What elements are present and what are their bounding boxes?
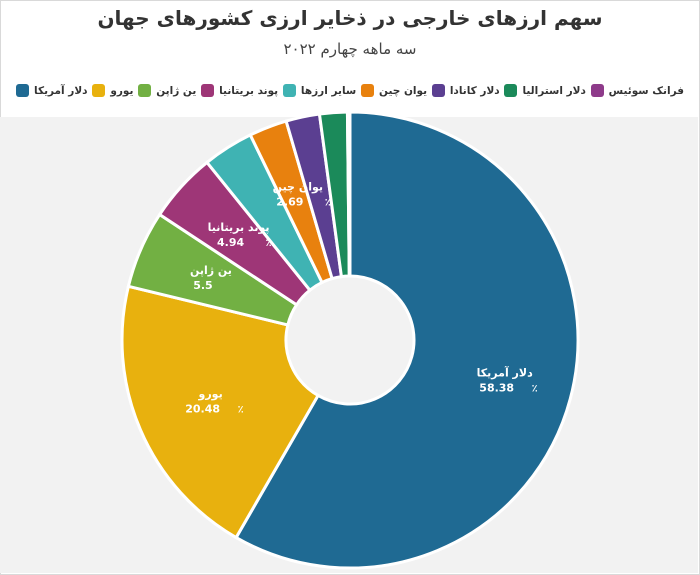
data-label-percent-sign: ٪ bbox=[325, 197, 331, 208]
legend-swatch bbox=[590, 84, 604, 97]
legend-swatch bbox=[361, 84, 374, 97]
legend-item[interactable]: دلار کانادا bbox=[431, 84, 500, 97]
slice[interactable] bbox=[234, 110, 580, 570]
legend-swatch bbox=[431, 84, 445, 97]
legend-swatch bbox=[282, 84, 296, 97]
legend-item[interactable]: یورو bbox=[92, 84, 133, 97]
legend-label: پوند بریتانیا bbox=[219, 84, 279, 97]
legend-item[interactable]: ین ژاپن bbox=[138, 84, 196, 97]
legend-label: یوان چین bbox=[379, 84, 428, 97]
data-label-name: پوند بریتانیا bbox=[208, 221, 270, 234]
data-label-name: دلار آمریکا bbox=[477, 365, 533, 379]
slices-group bbox=[120, 110, 580, 570]
legend-item[interactable]: سایر ارزها bbox=[282, 84, 357, 97]
data-label-percent-sign: ٪ bbox=[238, 404, 244, 415]
data-labels-group: دلار آمریکا 58.38 ٪ یورو 20.48 ٪ ین ژاپن 5.5 پون… bbox=[185, 180, 538, 415]
legend-label: یورو bbox=[110, 84, 134, 97]
chart-legend: دلار آمریکا یورو ین ژاپن پوند بریتانیا سایر … bbox=[16, 84, 684, 97]
legend-label: دلار استرالیا bbox=[522, 84, 586, 97]
chart-subtitle: سه ماهه چهارم ۲۰۲۲ bbox=[283, 40, 417, 58]
legend-item[interactable]: فرانک سوئیس bbox=[590, 84, 684, 97]
legend-swatch bbox=[504, 84, 518, 97]
legend-swatch bbox=[92, 84, 106, 97]
legend-label: سایر ارزها bbox=[300, 84, 357, 97]
data-label-name: ین ژاپن bbox=[190, 264, 232, 277]
data-label-value: 58.38 bbox=[479, 381, 514, 394]
legend-label: دلار کانادا bbox=[449, 84, 500, 97]
slice[interactable] bbox=[345, 110, 352, 278]
slice[interactable] bbox=[120, 284, 321, 540]
legend-swatch bbox=[138, 84, 152, 97]
legend-swatch bbox=[16, 84, 30, 97]
legend-label: ین ژاپن bbox=[156, 84, 197, 97]
legend-label: دلار آمریکا bbox=[34, 84, 88, 97]
legend-item[interactable]: دلار آمریکا bbox=[16, 84, 88, 97]
data-label-value: 20.48 bbox=[185, 402, 220, 415]
data-label-value: 5.5 bbox=[193, 279, 213, 292]
data-label-name: یورو bbox=[198, 387, 223, 400]
legend-swatch bbox=[201, 84, 215, 97]
data-label-name: یوان چین bbox=[273, 180, 323, 193]
data-label-percent-sign: ٪ bbox=[532, 383, 538, 394]
legend-item[interactable]: یوان چین bbox=[361, 84, 427, 97]
legend-item[interactable]: پوند بریتانیا bbox=[201, 84, 278, 97]
chart-title: سهم ارزهای خارجی در ذخایر ارزی کشورهای ج… bbox=[97, 6, 603, 30]
legend-item[interactable]: دلار استرالیا bbox=[504, 84, 586, 97]
legend-label: فرانک سوئیس bbox=[608, 84, 684, 97]
data-label-value: 2.69 bbox=[276, 195, 303, 208]
data-label-percent-sign: ٪ bbox=[266, 238, 272, 249]
data-label-value: 4.94 bbox=[217, 236, 244, 249]
